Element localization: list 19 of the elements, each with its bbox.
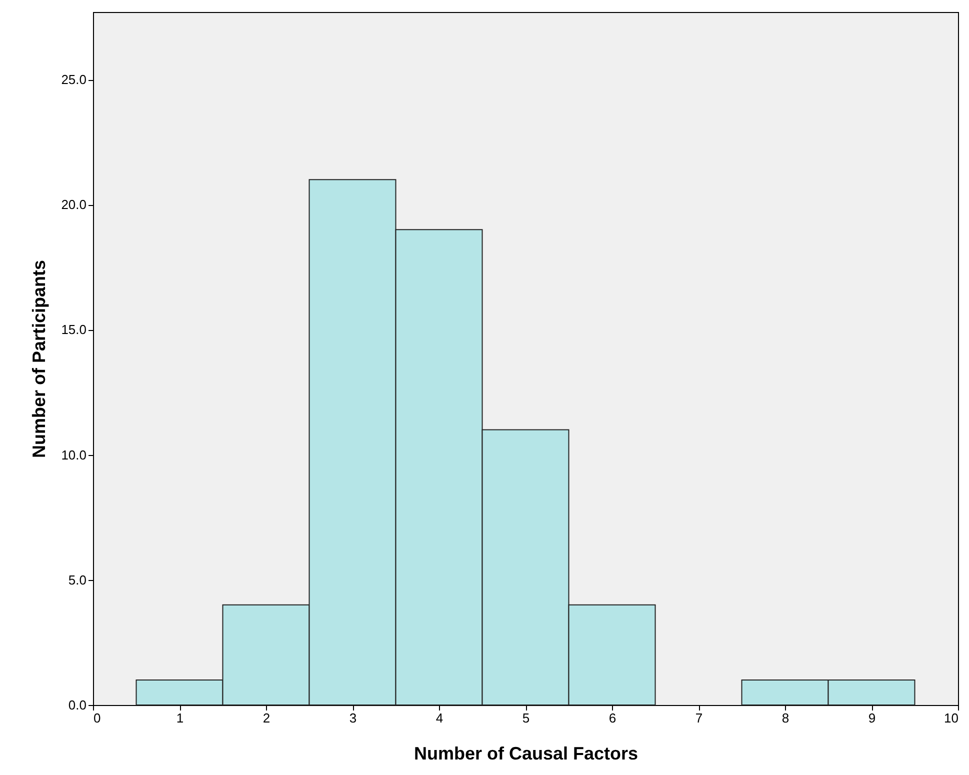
y-tick-label: 25.0 — [61, 72, 86, 88]
x-tick-label: 7 — [695, 710, 703, 726]
x-axis-title: Number of Causal Factors — [414, 744, 638, 764]
y-tick-label: 15.0 — [61, 322, 86, 338]
y-tick-label: 5.0 — [68, 572, 86, 588]
x-tick-label: 1 — [176, 710, 184, 726]
y-tick-label: 10.0 — [61, 447, 86, 462]
x-tick-label: 2 — [262, 710, 270, 726]
x-tick-label: 4 — [436, 710, 444, 726]
x-tick-label: 10 — [944, 710, 958, 726]
y-axis-title: Number of Participants — [29, 260, 50, 458]
y-tick-label: 20.0 — [61, 197, 86, 212]
x-tick-label: 3 — [349, 710, 357, 726]
x-tick-label: 9 — [868, 710, 876, 726]
x-tick-label: 0 — [94, 710, 101, 726]
x-tick-label: 8 — [782, 710, 790, 726]
x-tick-label: 5 — [522, 710, 530, 726]
y-tick-label: 0.0 — [68, 698, 86, 712]
x-tick-label: 6 — [608, 710, 616, 726]
